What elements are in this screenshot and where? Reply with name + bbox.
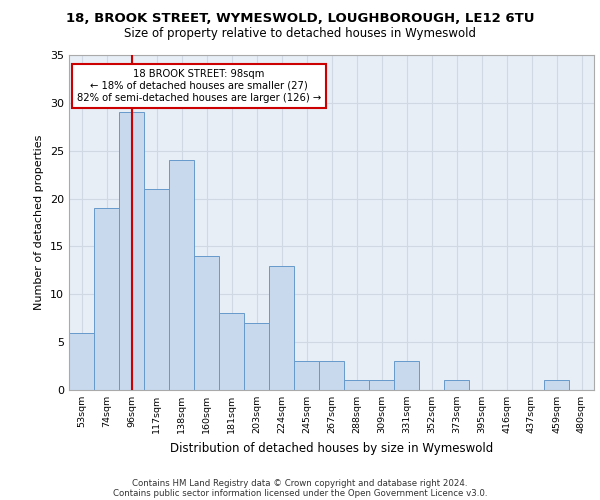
- Bar: [544, 380, 569, 390]
- Bar: [194, 256, 219, 390]
- Bar: [294, 362, 319, 390]
- Text: 18 BROOK STREET: 98sqm
← 18% of detached houses are smaller (27)
82% of semi-det: 18 BROOK STREET: 98sqm ← 18% of detached…: [77, 70, 321, 102]
- Bar: [269, 266, 294, 390]
- Text: Contains HM Land Registry data © Crown copyright and database right 2024.: Contains HM Land Registry data © Crown c…: [132, 478, 468, 488]
- Bar: [344, 380, 369, 390]
- Bar: [244, 323, 269, 390]
- Bar: [444, 380, 469, 390]
- Text: Contains public sector information licensed under the Open Government Licence v3: Contains public sector information licen…: [113, 488, 487, 498]
- Y-axis label: Number of detached properties: Number of detached properties: [34, 135, 44, 310]
- Bar: [119, 112, 144, 390]
- Bar: [394, 362, 419, 390]
- Text: Size of property relative to detached houses in Wymeswold: Size of property relative to detached ho…: [124, 28, 476, 40]
- Bar: [369, 380, 394, 390]
- Text: 18, BROOK STREET, WYMESWOLD, LOUGHBOROUGH, LE12 6TU: 18, BROOK STREET, WYMESWOLD, LOUGHBOROUG…: [66, 12, 534, 26]
- Bar: [144, 189, 169, 390]
- X-axis label: Distribution of detached houses by size in Wymeswold: Distribution of detached houses by size …: [170, 442, 493, 454]
- Bar: [69, 332, 94, 390]
- Bar: [169, 160, 194, 390]
- Bar: [219, 314, 244, 390]
- Bar: [94, 208, 119, 390]
- Bar: [319, 362, 344, 390]
